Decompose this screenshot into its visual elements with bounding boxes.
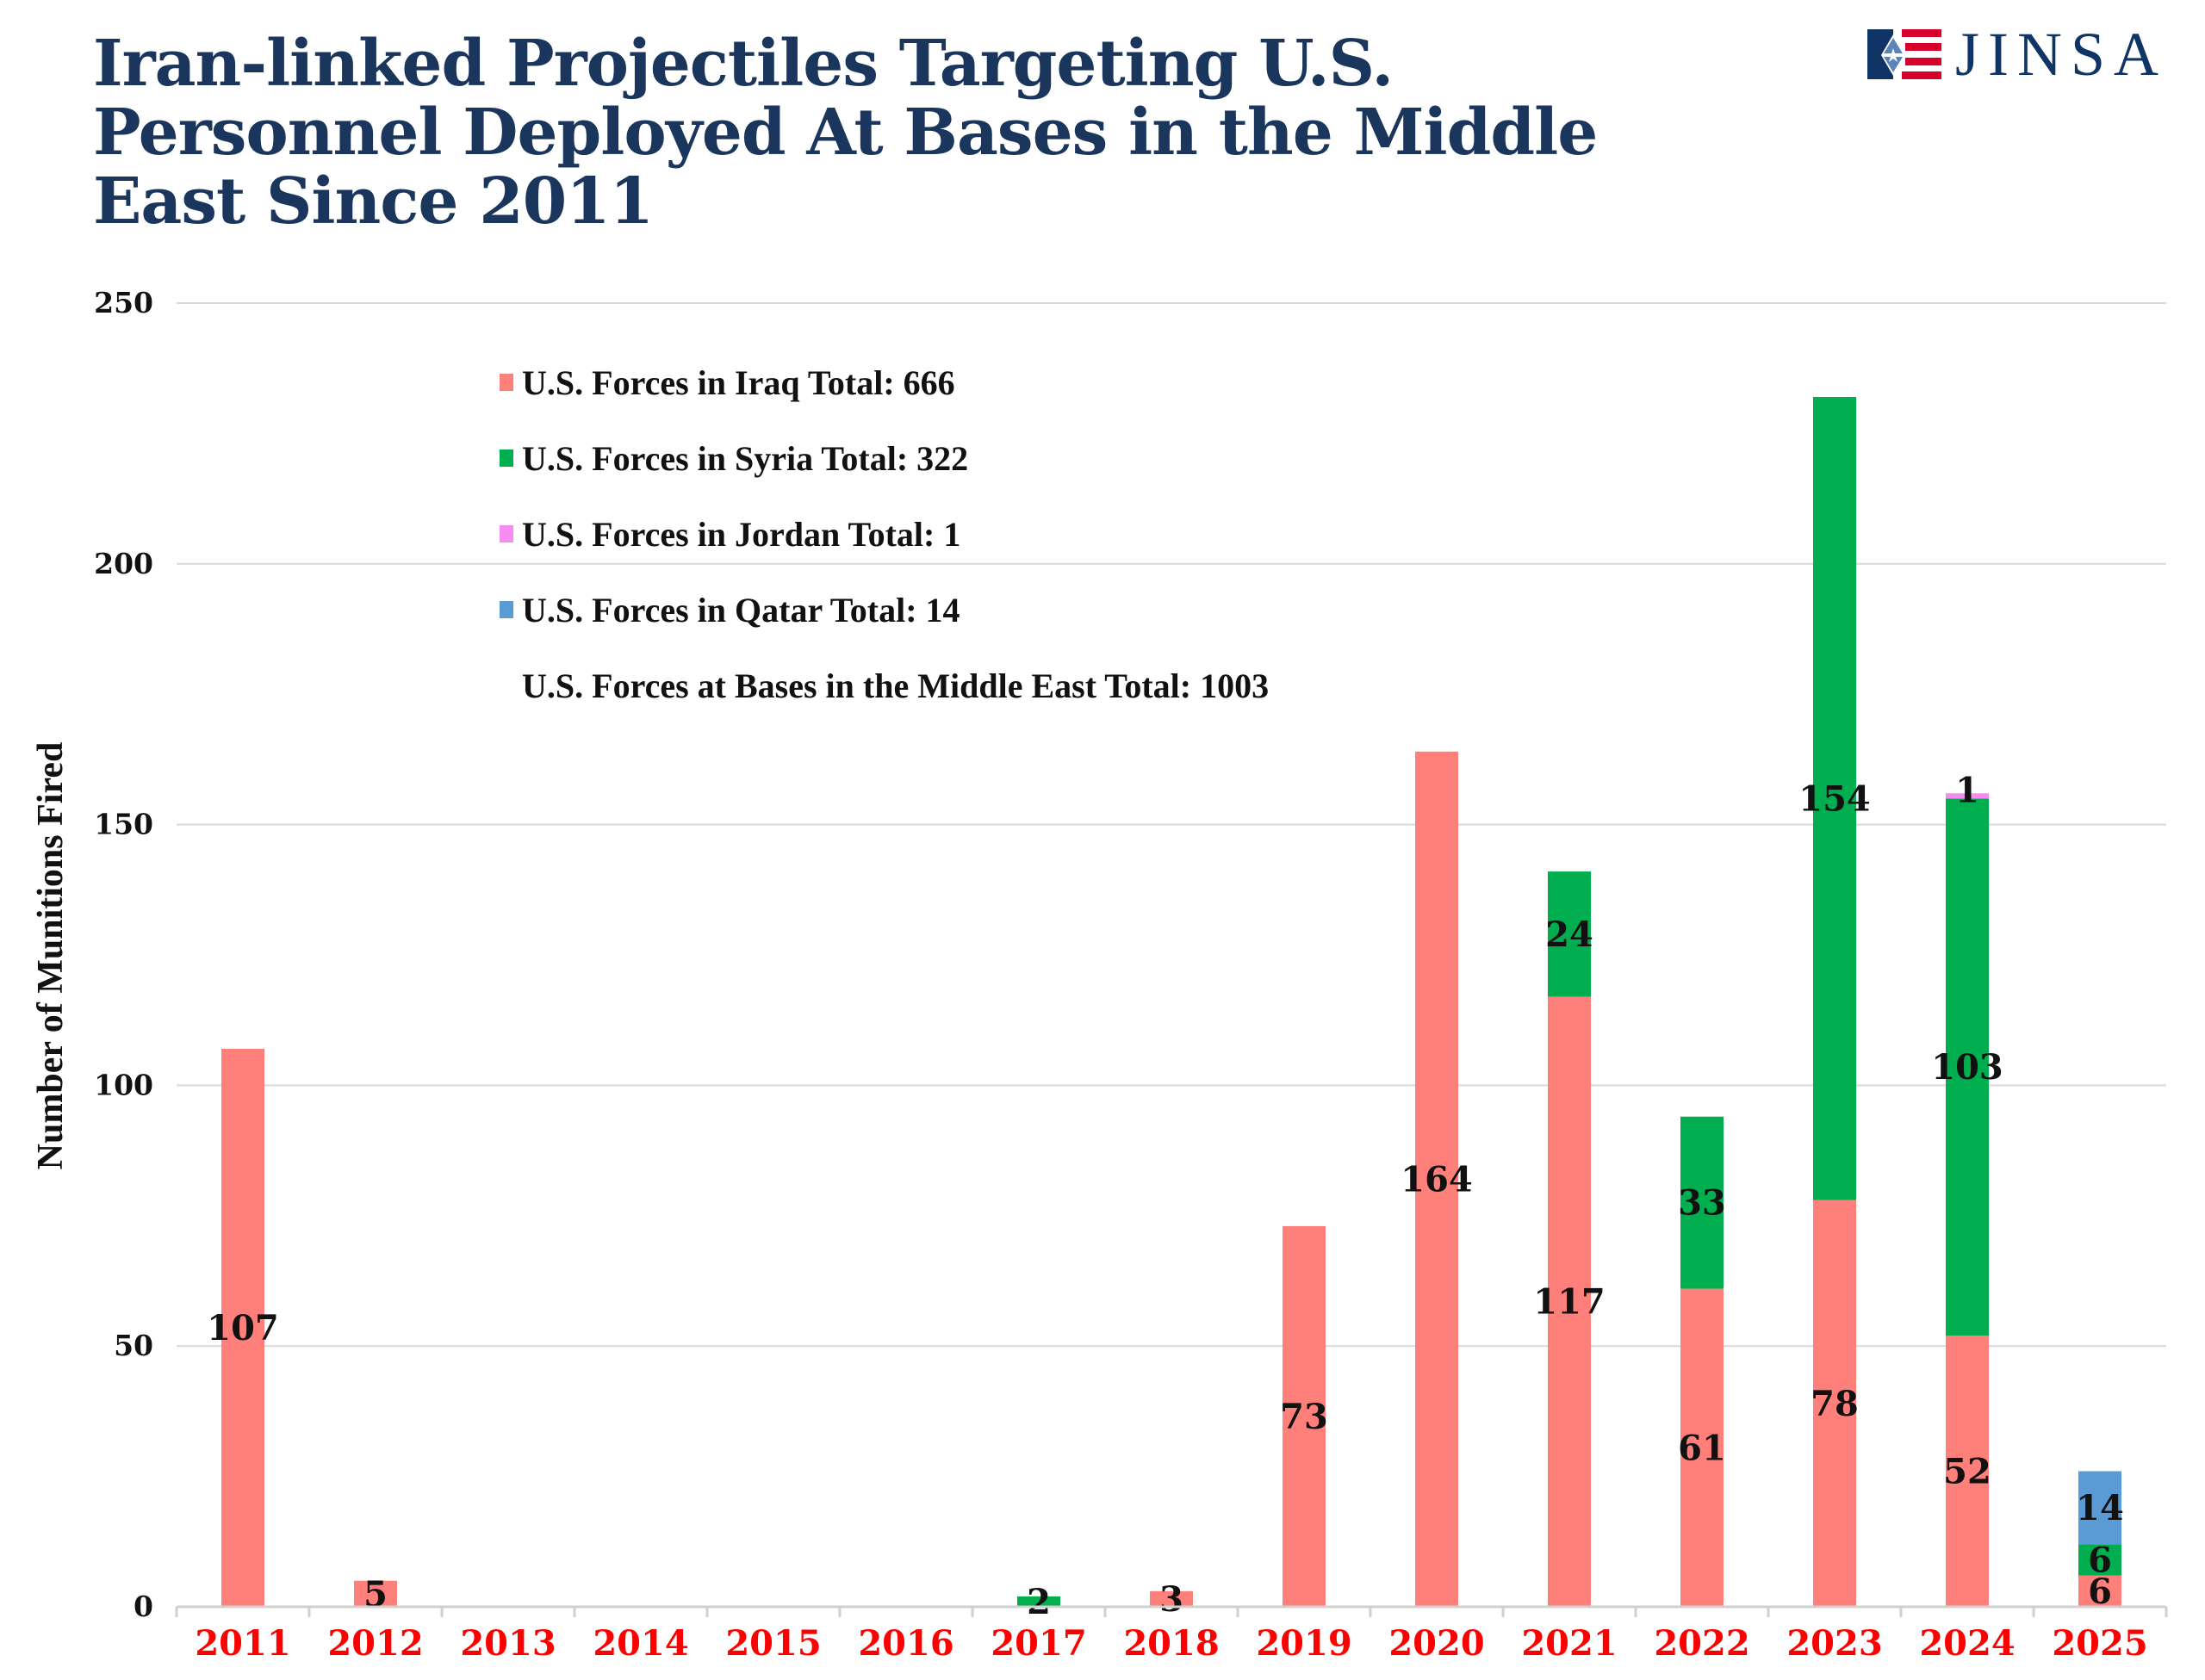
y-tick-label: 200 — [94, 547, 153, 580]
data-label-jordan-2024: 1 — [1955, 770, 1979, 810]
data-label-iraq-2011: 107 — [207, 1308, 279, 1348]
data-label-iraq-2024: 52 — [1943, 1452, 1991, 1492]
data-label-iraq-2019: 73 — [1280, 1397, 1328, 1437]
y-tick-label: 100 — [94, 1068, 153, 1101]
legend-item-iraq: U.S. Forces in Iraq Total: 666 — [500, 344, 1269, 420]
data-label-syria-2025: 6 — [2088, 1540, 2112, 1580]
legend-item-total: U.S. Forces at Bases in the Middle East … — [500, 648, 1269, 723]
bar-iraq-2023 — [1813, 1200, 1856, 1607]
x-tick-label: 2013 — [460, 1623, 556, 1664]
bars — [221, 397, 2121, 1607]
bar-syria-2021 — [1548, 871, 1591, 997]
legend-swatch-qatar — [500, 601, 513, 618]
data-label-iraq-2020: 164 — [1401, 1159, 1473, 1200]
bar-syria-2017 — [1017, 1596, 1060, 1607]
bar-syria-2022 — [1680, 1116, 1724, 1289]
y-tick-label: 150 — [94, 808, 153, 841]
y-tick-label: 50 — [114, 1329, 153, 1362]
bar-iraq-2011 — [221, 1049, 264, 1607]
x-tick-label: 2015 — [725, 1623, 821, 1664]
x-tick-label: 2012 — [327, 1623, 423, 1664]
x-tick-label: 2011 — [195, 1623, 290, 1664]
data-label-iraq-2022: 61 — [1678, 1428, 1726, 1468]
y-tick-label: 0 — [134, 1590, 153, 1623]
bar-iraq-2020 — [1415, 751, 1458, 1607]
legend-item-syria: U.S. Forces in Syria Total: 322 — [500, 420, 1269, 496]
bar-syria-2025 — [2078, 1544, 2121, 1576]
y-tick-label: 250 — [94, 286, 153, 319]
legend-label: U.S. Forces in Jordan Total: 1 — [522, 514, 961, 554]
legend-swatch-iraq — [500, 374, 513, 391]
bar-syria-2024 — [1946, 798, 1989, 1336]
legend: U.S. Forces in Iraq Total: 666 U.S. Force… — [500, 344, 1269, 723]
bar-iraq-2012 — [354, 1580, 397, 1607]
x-tick-label: 2021 — [1521, 1623, 1617, 1664]
jinsa-logo: JINSA — [1867, 20, 2168, 89]
bar-iraq-2022 — [1680, 1288, 1724, 1607]
x-tick-label: 2018 — [1123, 1623, 1219, 1664]
data-label-iraq-2025: 6 — [2088, 1572, 2112, 1612]
y-axis-label: Number of Munitions Fired — [31, 742, 71, 1170]
x-tick-label: 2019 — [1256, 1623, 1351, 1664]
x-tick-label: 2022 — [1654, 1623, 1749, 1664]
star-of-david-flag-icon — [1867, 29, 1941, 79]
bar-qatar-2025 — [2078, 1471, 2121, 1545]
data-label-syria-2021: 24 — [1545, 914, 1593, 955]
bar-jordan-2024 — [1946, 793, 1989, 799]
x-tick-label: 2020 — [1388, 1623, 1484, 1664]
data-label-syria-2024: 103 — [1931, 1047, 2003, 1088]
x-tick-label: 2017 — [991, 1623, 1086, 1664]
legend-item-qatar: U.S. Forces in Qatar Total: 14 — [500, 572, 1269, 648]
data-label-syria-2023: 154 — [1798, 778, 1871, 819]
data-label-iraq-2021: 117 — [1533, 1282, 1606, 1323]
data-label-syria-2017: 2 — [1027, 1582, 1051, 1622]
data-label-iraq-2018: 3 — [1159, 1579, 1183, 1620]
legend-item-jordan: U.S. Forces in Jordan Total: 1 — [500, 496, 1269, 572]
legend-label: U.S. Forces at Bases in the Middle East … — [522, 666, 1270, 705]
bar-iraq-2024 — [1946, 1336, 1989, 1607]
bar-iraq-2021 — [1548, 996, 1591, 1607]
x-tick-label: 2024 — [1919, 1623, 2015, 1664]
data-label-iraq-2023: 78 — [1811, 1384, 1859, 1424]
bar-iraq-2019 — [1283, 1225, 1326, 1607]
legend-swatch-jordan — [500, 525, 513, 542]
bar-syria-2023 — [1813, 397, 1856, 1200]
data-label-iraq-2012: 5 — [363, 1574, 388, 1615]
x-tick-label: 2014 — [593, 1623, 688, 1664]
y-axis-ticks: 0 50 100 150 200 250 — [94, 286, 153, 1623]
x-tick-label: 2025 — [2052, 1623, 2147, 1664]
x-tick-label: 2016 — [858, 1623, 953, 1664]
x-axis: 2011 2012 2013 2014 2015 2016 2017 2018 2019 2020… — [175, 1605, 2168, 1664]
x-tick-label: 2023 — [1786, 1623, 1882, 1664]
legend-swatch-syria — [500, 449, 513, 467]
logo-wordmark: JINSA — [1955, 20, 2168, 89]
data-label-syria-2022: 33 — [1678, 1183, 1726, 1224]
legend-swatch-empty — [500, 677, 513, 694]
chart-title: Iran-linked Projectiles Targeting U.S. P… — [93, 27, 1598, 239]
bar-iraq-2018 — [1150, 1590, 1193, 1607]
data-label-qatar-2025: 14 — [2076, 1488, 2124, 1528]
legend-label: U.S. Forces in Qatar Total: 14 — [522, 590, 960, 629]
legend-label: U.S. Forces in Syria Total: 322 — [522, 438, 969, 478]
legend-label: U.S. Forces in Iraq Total: 666 — [522, 363, 955, 402]
bar-iraq-2025 — [2078, 1575, 2121, 1607]
